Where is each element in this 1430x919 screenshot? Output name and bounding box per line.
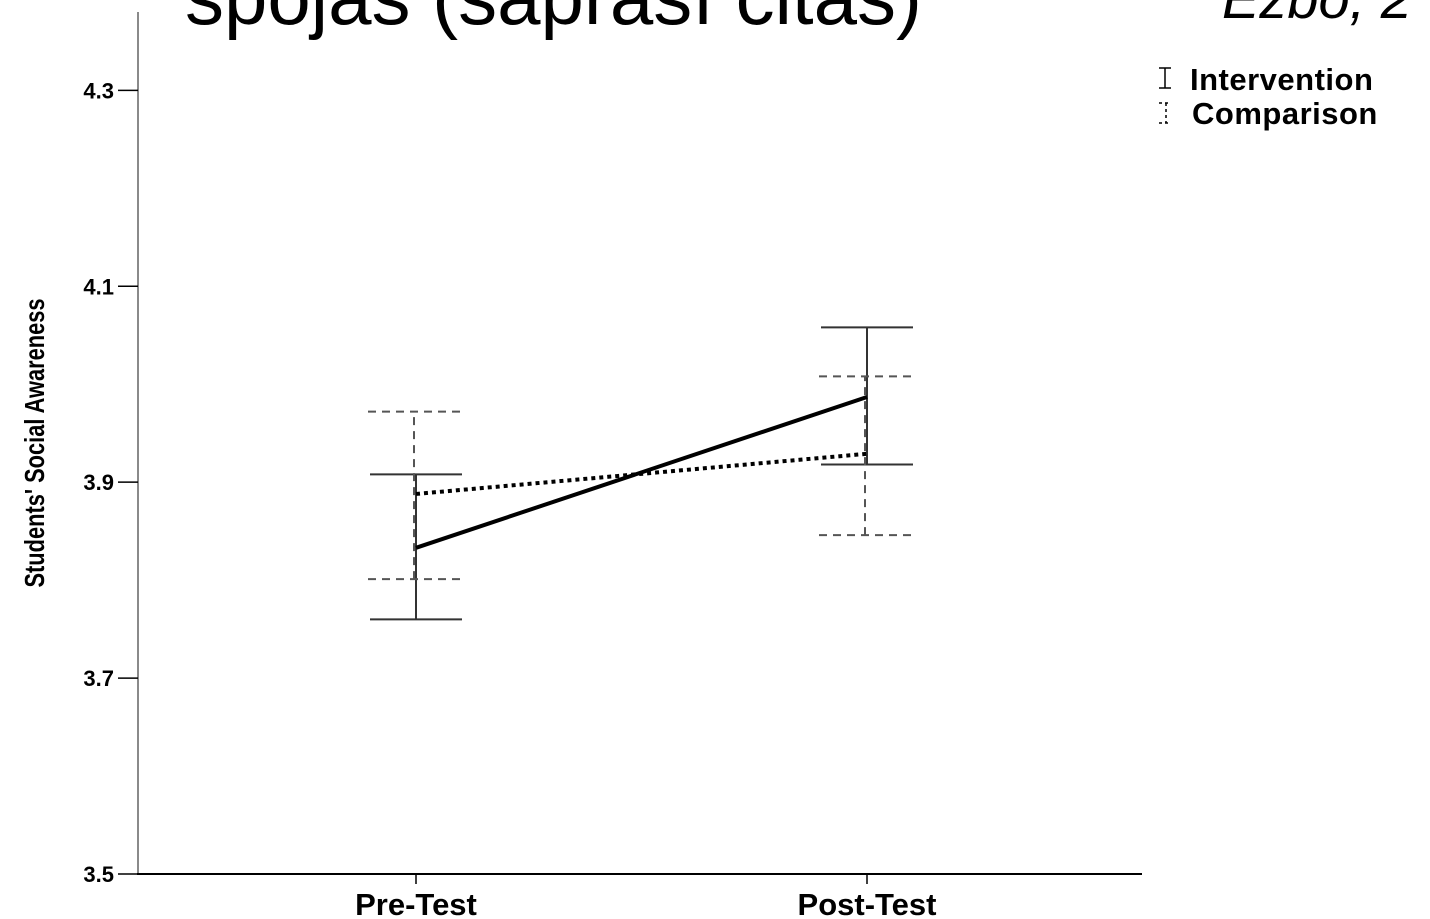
chart-title-reference: Ezbo, 2 bbox=[1222, 0, 1412, 30]
chart-title: spojas (sapráší citas) bbox=[185, 0, 922, 41]
error-bar-comparison bbox=[368, 410, 460, 581]
legend-label-intervention: Intervention bbox=[1190, 62, 1373, 97]
legend-swatch-dashed-errorbar bbox=[1159, 102, 1169, 124]
series-intervention bbox=[370, 326, 913, 621]
y-tick-label: 4.3 bbox=[83, 78, 114, 103]
series-layer bbox=[368, 326, 913, 621]
series-comparison bbox=[368, 375, 911, 581]
y-tick-label: 3.7 bbox=[83, 666, 114, 691]
error-bar-intervention bbox=[821, 326, 913, 466]
y-axis-title: Students' Social Awareness bbox=[19, 298, 50, 587]
x-ticks: Pre-Test Post-Test bbox=[355, 874, 936, 919]
error-bar-comparison bbox=[819, 375, 911, 537]
legend-label-comparison: Comparison bbox=[1192, 96, 1378, 131]
legend-swatch-solid-errorbar bbox=[1159, 67, 1171, 89]
legend-item-intervention: Intervention bbox=[1159, 62, 1373, 97]
y-ticks: 3.5 3.7 3.9 4.1 4.3 bbox=[83, 78, 138, 887]
legend-item-comparison: Comparison bbox=[1159, 96, 1378, 131]
mean-line-comparison bbox=[415, 451, 868, 496]
legend: Intervention Comparison bbox=[1159, 62, 1378, 131]
y-tick-label: 3.9 bbox=[83, 470, 114, 495]
x-tick-label: Pre-Test bbox=[355, 887, 477, 919]
y-tick-label: 3.5 bbox=[83, 862, 114, 887]
y-tick-label: 4.1 bbox=[83, 274, 114, 299]
x-tick-label: Post-Test bbox=[798, 887, 937, 919]
